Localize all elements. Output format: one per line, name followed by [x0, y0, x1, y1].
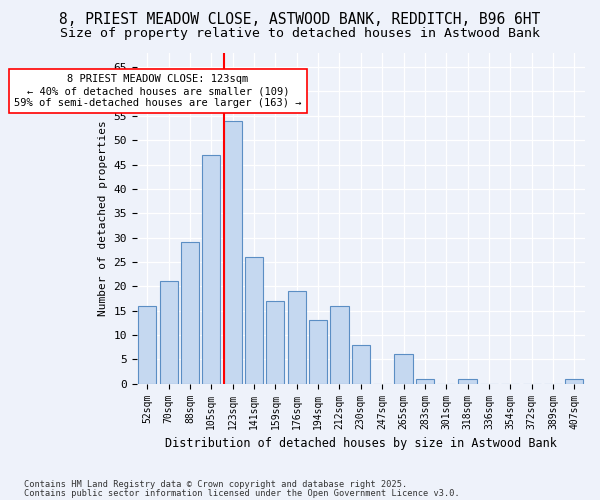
Bar	[287, 291, 306, 384]
Bar	[394, 354, 413, 384]
Bar	[160, 282, 178, 384]
Bar	[266, 301, 284, 384]
Y-axis label: Number of detached properties: Number of detached properties	[98, 120, 108, 316]
Bar	[416, 379, 434, 384]
X-axis label: Distribution of detached houses by size in Astwood Bank: Distribution of detached houses by size …	[165, 437, 557, 450]
Bar	[245, 257, 263, 384]
Bar	[138, 306, 157, 384]
Bar	[458, 379, 476, 384]
Bar	[331, 306, 349, 384]
Text: Contains HM Land Registry data © Crown copyright and database right 2025.: Contains HM Land Registry data © Crown c…	[24, 480, 407, 489]
Bar	[181, 242, 199, 384]
Bar	[224, 120, 242, 384]
Text: 8 PRIEST MEADOW CLOSE: 123sqm
← 40% of detached houses are smaller (109)
59% of : 8 PRIEST MEADOW CLOSE: 123sqm ← 40% of d…	[14, 74, 302, 108]
Bar	[309, 320, 327, 384]
Bar	[352, 344, 370, 384]
Text: Size of property relative to detached houses in Astwood Bank: Size of property relative to detached ho…	[60, 28, 540, 40]
Text: Contains public sector information licensed under the Open Government Licence v3: Contains public sector information licen…	[24, 488, 460, 498]
Text: 8, PRIEST MEADOW CLOSE, ASTWOOD BANK, REDDITCH, B96 6HT: 8, PRIEST MEADOW CLOSE, ASTWOOD BANK, RE…	[59, 12, 541, 28]
Bar	[565, 379, 583, 384]
Bar	[202, 155, 220, 384]
